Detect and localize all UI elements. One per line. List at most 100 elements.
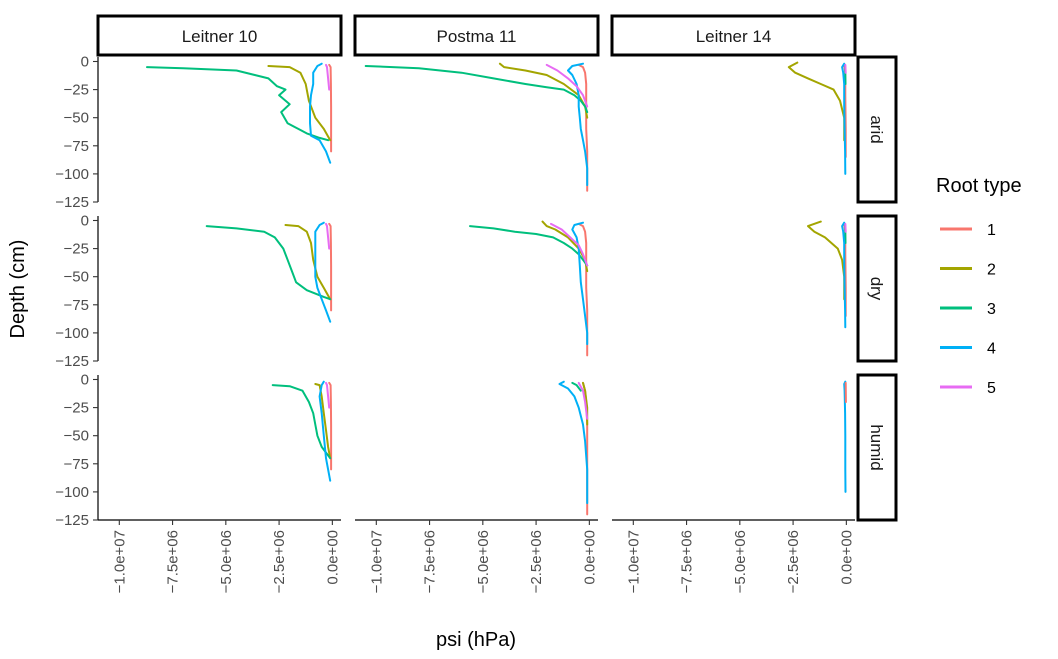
y-tick-label: 0 [81, 371, 89, 388]
series-line-root-type-4 [318, 380, 332, 482]
facet-strip-col-0: Leitner 10 [96, 14, 343, 57]
x-tick-label: −7.5e+06 [422, 530, 439, 593]
strip-label: Leitner 10 [182, 27, 258, 46]
series-line-root-type-5 [325, 222, 331, 250]
y-tick-label: −25 [64, 82, 89, 99]
panel-postma-11-dry [469, 220, 589, 357]
series-line-root-type-5 [325, 63, 331, 91]
x-tick-label: −7.5e+06 [679, 530, 696, 593]
legend-item-3: 3 [940, 301, 996, 318]
facet-strip-row-2: humid [856, 373, 898, 522]
series-line-root-type-4 [843, 380, 847, 493]
x-axis-col-0: −1.0e+07 −7.5e+06 −5.0e+06 −2.5e+06 0.0e+00 [98, 519, 341, 593]
y-tick-label: −50 [64, 428, 89, 445]
legend-label: 2 [987, 262, 996, 279]
x-tick-label: −5.0e+06 [475, 530, 492, 593]
series-line-root-type-2 [284, 224, 332, 301]
strip-label: humid [867, 424, 886, 470]
x-tick-label: −2.5e+06 [528, 530, 545, 593]
x-tick-label: −1.0e+07 [625, 530, 642, 593]
y-tick-label: −100 [55, 325, 89, 342]
panel-leitner-14-humid [843, 380, 847, 493]
x-tick-label: 0.0e+00 [838, 530, 855, 585]
legend-item-5: 5 [940, 380, 996, 397]
legend-item-2: 2 [940, 262, 996, 279]
strip-box [353, 14, 600, 57]
facet-panels [146, 61, 847, 516]
legend-label: 1 [987, 222, 996, 239]
panel-postma-11-humid [558, 380, 589, 516]
x-tick-label: −7.5e+06 [165, 530, 182, 593]
strip-box [856, 214, 898, 363]
strip-label: Postma 11 [436, 27, 516, 46]
y-tick-label: −50 [64, 110, 89, 127]
x-tick-label: −2.5e+06 [271, 530, 288, 593]
panel-leitner-10-arid [146, 62, 333, 164]
series-line-root-type-2 [787, 61, 846, 142]
series-line-root-type-4 [309, 62, 332, 164]
panel-leitner-10-dry [205, 221, 333, 323]
series-line-root-type-4 [567, 62, 589, 187]
series-line-root-type-1 [577, 222, 589, 357]
facet-strip-col-2: Leitner 14 [610, 14, 857, 57]
strip-box [610, 14, 857, 57]
x-tick-label: −5.0e+06 [218, 530, 235, 593]
strip-box [856, 373, 898, 522]
series-line-root-type-2 [807, 220, 846, 301]
series-line-root-type-5 [545, 63, 589, 108]
series-line-root-type-5 [325, 381, 331, 409]
y-tick-label: −50 [64, 269, 89, 286]
y-axis-row-1: 0 −25 −50 −75 −100 −125 [55, 212, 99, 370]
x-tick-label: −1.0e+07 [111, 530, 128, 593]
y-tick-label: 0 [81, 53, 89, 70]
facet-column-strips: Leitner 10 Postma 11 Leitner 14 [96, 14, 857, 57]
y-tick-label: −25 [64, 400, 89, 417]
legend: Root type 1 2 3 4 5 [936, 175, 1022, 397]
series-line-root-type-3 [271, 384, 332, 460]
series-line-root-type-4 [841, 62, 847, 175]
series-line-root-type-5 [577, 381, 589, 420]
series-line-root-type-4 [314, 221, 332, 323]
y-tick-label: −100 [55, 484, 89, 501]
series-line-root-type-2 [498, 62, 589, 119]
y-tick-label: −125 [55, 512, 89, 529]
panel-postma-11-arid [364, 62, 589, 192]
x-tick-label: −5.0e+06 [732, 530, 749, 593]
y-tick-label: 0 [81, 212, 89, 229]
strip-box [96, 14, 343, 57]
y-tick-label: −75 [64, 297, 89, 314]
series-line-root-type-3 [146, 66, 330, 142]
facet-row-strips: arid dry humid [856, 55, 898, 522]
legend-label: 5 [987, 380, 996, 397]
y-axis-row-0: 0 −25 −50 −75 −100 −125 [55, 53, 99, 211]
panel-leitner-10-humid [271, 380, 333, 482]
strip-label: Leitner 14 [696, 27, 772, 46]
strip-label: arid [867, 115, 886, 143]
x-axis-col-1: −1.0e+07 −7.5e+06 −5.0e+06 −2.5e+06 0.0e+00 [355, 519, 598, 593]
panel-leitner-14-arid [787, 61, 847, 175]
y-tick-label: −125 [55, 353, 89, 370]
x-tick-label: −2.5e+06 [785, 530, 802, 593]
x-axis-col-2: −1.0e+07 −7.5e+06 −5.0e+06 −2.5e+06 0.0e+00 [612, 519, 855, 593]
y-tick-label: −25 [64, 241, 89, 258]
y-tick-label: −75 [64, 138, 89, 155]
y-tick-label: −125 [55, 194, 89, 211]
y-tick-label: −75 [64, 456, 89, 473]
series-line-root-type-4 [571, 221, 589, 346]
series-line-root-type-1 [328, 381, 333, 471]
facet-strip-col-1: Postma 11 [353, 14, 600, 57]
series-line-root-type-3 [364, 65, 589, 114]
x-tick-label: 0.0e+00 [581, 530, 598, 585]
x-axis-title: psi (hPa) [436, 629, 516, 651]
facet-strip-row-1: dry [856, 214, 898, 363]
legend-title: Root type [936, 175, 1022, 197]
facet-strip-row-0: arid [856, 55, 898, 204]
y-axis-title: Depth (cm) [7, 240, 29, 339]
y-tick-label: −100 [55, 166, 89, 183]
axes: 0−25−50−75−100−1250−25−50−75−100−1250−25… [55, 53, 855, 593]
series-line-root-type-3 [469, 225, 589, 267]
legend-label: 3 [987, 301, 996, 318]
panel-leitner-14-dry [807, 220, 847, 329]
strip-box [856, 55, 898, 204]
